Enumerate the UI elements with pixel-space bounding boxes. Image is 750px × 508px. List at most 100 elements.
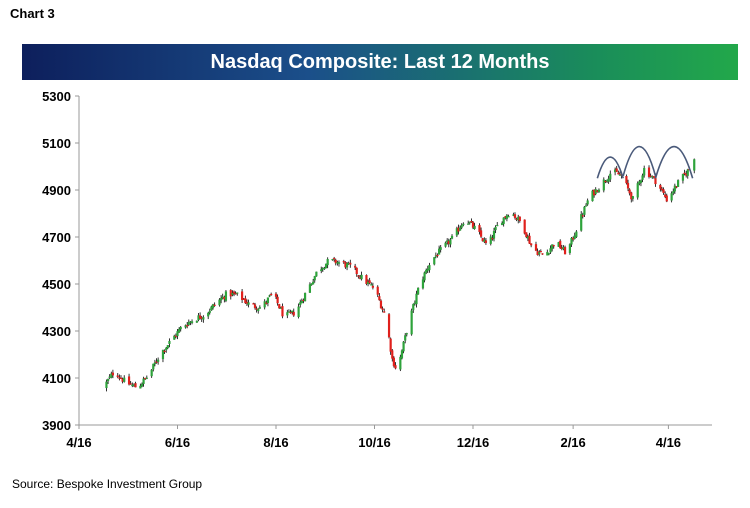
candle-body [504,216,507,218]
candle-body [244,298,247,304]
candle-body [368,280,371,284]
candle-body [213,304,216,306]
candle-body [342,261,345,263]
candle-body [536,251,539,255]
x-axis-ticks: 4/16 6/16 8/16 10/16 12/16 2/16 4/16 [66,425,681,450]
candle-body [515,218,518,220]
candle-body [505,215,509,219]
candle-body [458,227,462,231]
x-tick-label: 12/16 [457,435,490,450]
candle-body [387,314,391,338]
x-tick-label: 10/16 [358,435,391,450]
candle-body [496,224,499,227]
candle-body [365,275,368,284]
candle-body [218,299,221,306]
candle-body [105,381,108,389]
candle-body [628,189,631,194]
candle-body [179,327,182,330]
candle-body [392,357,395,367]
candle-body [675,186,678,188]
candle-body [664,194,667,197]
candle-body [116,375,119,378]
candle-body [647,167,651,177]
candle-body [518,216,521,221]
candle-body [268,295,271,297]
candle-body [444,242,447,247]
candle-body [292,311,295,316]
candle-body [484,240,488,243]
candle-body [129,383,132,385]
candle-body [450,235,454,239]
candle-body [376,286,379,295]
candle-body [291,310,294,313]
candle-body [584,205,588,207]
candle-body [539,251,542,253]
candle-body [184,325,187,328]
candle-body [153,362,156,365]
candle-body [425,269,428,273]
candle-body [681,173,685,181]
y-tick-label: 5100 [42,136,71,151]
candle-body [174,335,177,337]
candle-body [447,240,450,245]
candle-body [570,237,573,245]
candle-body [134,383,137,388]
candle-body [357,275,360,277]
candle-body [614,169,617,173]
candle-body [140,383,144,387]
candle-body [481,238,484,242]
y-tick-label: 4900 [42,183,71,198]
candle-body [123,377,126,382]
candle-body [220,298,223,301]
candle-body [247,302,250,305]
candle-body [473,225,476,229]
candle-body [449,239,452,245]
candle-body [513,214,517,218]
candle-body [507,216,510,218]
x-tick-label: 6/16 [165,435,190,450]
candle-body [178,329,181,333]
candle-body [426,268,429,271]
candle-body [583,206,586,215]
candle-body [190,321,194,324]
candle-body [355,267,358,275]
y-tick-label: 4300 [42,324,71,339]
candle-body [108,376,111,379]
candle-body [563,247,567,255]
candle-body [479,230,483,237]
candle-body [399,356,402,370]
candle-body [686,169,689,176]
candle-body [258,307,261,309]
candle-body [208,311,211,313]
candle-body [199,315,202,319]
candle-body [500,223,504,226]
chart-number-label: Chart 3 [10,6,55,21]
candle-body [155,361,158,363]
y-tick-label: 4500 [42,277,71,292]
candle-body [693,159,696,171]
candle-body [110,373,113,378]
candle-body [562,246,565,250]
candle-body [240,291,244,300]
candle-body [615,168,618,172]
candle-body [334,259,337,264]
candle-body [581,215,584,217]
candle-body [546,251,549,256]
candle-body [525,232,528,238]
candle-body [234,293,237,295]
candle-body [683,172,686,175]
y-axis-ticks: 3900 4100 4300 4500 4700 4900 5100 5300 [42,89,79,433]
candle-body [333,258,336,260]
candle-body [559,240,562,249]
candle-body [594,189,597,194]
candle-body [366,281,370,285]
candle-body [676,180,680,187]
candle-body [106,379,110,382]
candle-body [144,377,147,380]
candle-body [320,269,323,272]
candle-body [310,283,313,286]
candle-body [517,216,520,221]
candle-body [455,228,458,236]
candle-body [618,174,622,176]
candle-body [252,303,255,305]
